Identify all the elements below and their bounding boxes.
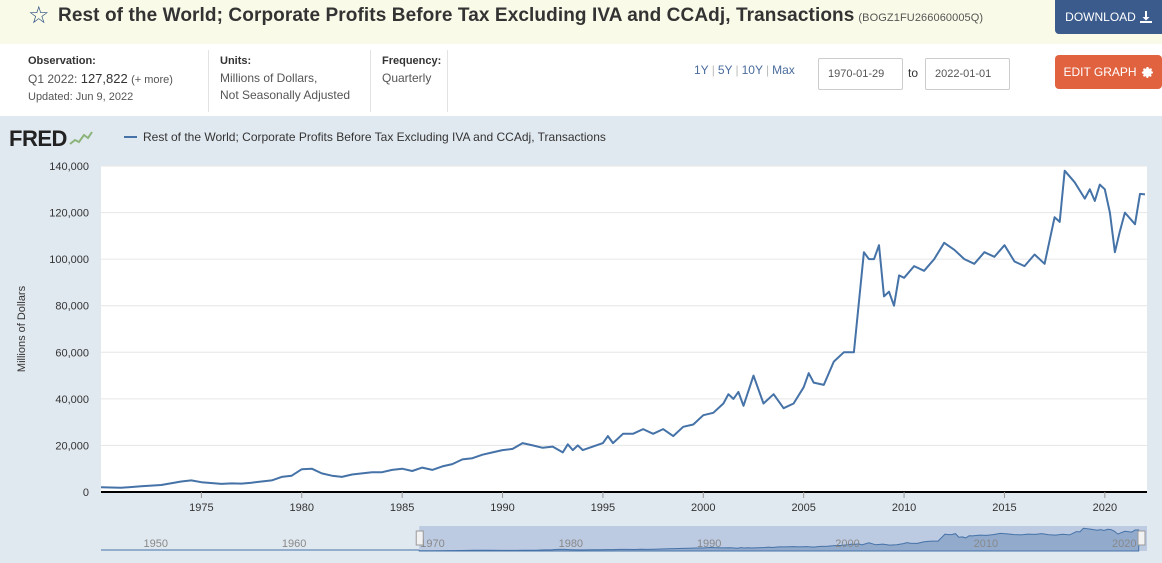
- x-tick-label: 1980: [290, 502, 314, 514]
- series-title-text: Rest of the World; Corporate Profits Bef…: [58, 5, 855, 26]
- navigator-handle-left[interactable]: [415, 530, 424, 546]
- observation-heading: Observation:: [28, 55, 96, 67]
- range-5y[interactable]: 5Y: [717, 63, 733, 77]
- download-icon: [1139, 11, 1152, 23]
- star-icon[interactable]: ☆: [28, 2, 50, 29]
- y-tick-label: 40,000: [55, 394, 89, 406]
- series-title: Rest of the World; Corporate Profits Bef…: [58, 5, 983, 27]
- series-id: (BOGZ1FU266060005Q): [858, 12, 984, 24]
- navigator-tick-label: 1950: [144, 538, 168, 550]
- divider: [447, 50, 448, 112]
- navigator-tick-label: 1990: [697, 538, 721, 550]
- x-tick-label: 1985: [390, 502, 414, 514]
- navigator-handle-right[interactable]: [1137, 530, 1146, 546]
- x-tick-label: 2000: [691, 502, 715, 514]
- y-tick-label: 120,000: [49, 208, 89, 220]
- y-tick-label: 0: [83, 487, 89, 499]
- gear-icon: [1141, 66, 1153, 78]
- navigator-tick-label: 1960: [282, 538, 306, 550]
- fred-logo-graph-icon: [69, 131, 93, 145]
- download-label: DOWNLOAD: [1065, 10, 1136, 24]
- legend-swatch: [124, 136, 137, 138]
- x-tick-label: 2020: [1093, 502, 1117, 514]
- observation-row: Q1 2022: 127,822 (+ more): [28, 70, 173, 89]
- navigator-tick-label: 1980: [559, 538, 583, 550]
- y-tick-label: 80,000: [55, 301, 89, 313]
- fred-logo-text: FRED: [9, 126, 67, 151]
- chart-legend: Rest of the World; Corporate Profits Bef…: [124, 130, 606, 144]
- edit-graph-label: EDIT GRAPH: [1063, 65, 1137, 79]
- end-date-input[interactable]: 2022-01-01: [925, 58, 1010, 90]
- updated-date: Updated: Jun 9, 2022: [28, 91, 134, 103]
- x-tick-label: 2005: [791, 502, 815, 514]
- units-line-2: Not Seasonally Adjusted: [220, 88, 351, 102]
- to-label: to: [908, 66, 919, 80]
- divider: [370, 50, 371, 112]
- legend-label: Rest of the World; Corporate Profits Bef…: [143, 130, 606, 144]
- download-button[interactable]: DOWNLOAD: [1055, 0, 1162, 34]
- more-observations-link[interactable]: (+ more): [131, 74, 173, 86]
- units-heading: Units:: [220, 55, 252, 67]
- frequency-block: Frequency: Quarterly: [382, 53, 441, 87]
- range-10y[interactable]: 10Y: [741, 63, 763, 77]
- range-1y[interactable]: 1Y: [694, 63, 709, 77]
- navigator-series: [418, 527, 1140, 552]
- units-block: Units: Millions of Dollars, Not Seasonal…: [220, 53, 350, 104]
- series-line: [100, 169, 1146, 489]
- y-axis-title: Millions of Dollars: [16, 285, 28, 372]
- navigator-tick-label: 2000: [835, 538, 859, 550]
- navigator-tick-label: 1970: [420, 538, 444, 550]
- observation-period: Q1 2022:: [28, 72, 78, 86]
- frequency-value: Quarterly: [382, 71, 432, 85]
- observation-block: Observation: Q1 2022: 127,822 (+ more) U…: [28, 53, 173, 106]
- x-tick-label: 2015: [992, 502, 1016, 514]
- divider: [208, 50, 209, 112]
- navigator-tick-label: 2010: [974, 538, 998, 550]
- fred-logo: FRED: [9, 126, 93, 152]
- frequency-heading: Frequency:: [382, 55, 442, 67]
- title-bar: ☆ Rest of the World; Corporate Profits B…: [0, 0, 1162, 44]
- y-tick-label: 100,000: [49, 254, 89, 266]
- x-tick-label: 1990: [490, 502, 514, 514]
- date-range-presets: 1Y | 5Y | 10Y | Max: [694, 63, 795, 77]
- edit-graph-button[interactable]: EDIT GRAPH: [1055, 55, 1162, 89]
- plot-background: [101, 166, 1147, 492]
- range-max[interactable]: Max: [772, 63, 795, 77]
- observation-value: 127,822: [80, 71, 128, 86]
- y-tick-label: 60,000: [55, 347, 89, 359]
- x-tick-label: 1995: [591, 502, 615, 514]
- navigator-background: [101, 526, 1147, 551]
- y-tick-label: 20,000: [55, 440, 89, 452]
- start-date-input[interactable]: 1970-01-29: [818, 58, 903, 90]
- y-tick-label: 140,000: [49, 161, 89, 173]
- navigator-tick-label: 2020: [1112, 538, 1136, 550]
- x-tick-label: 1975: [189, 502, 213, 514]
- x-tick-label: 2010: [892, 502, 916, 514]
- units-line-1: Millions of Dollars,: [220, 71, 318, 85]
